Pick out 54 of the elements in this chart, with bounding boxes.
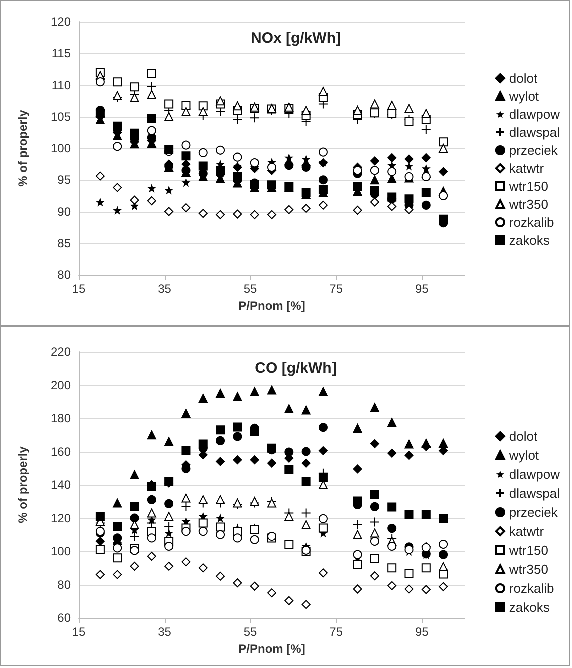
legend-label: dlawpow bbox=[509, 467, 561, 482]
legend-label: rozkalib bbox=[509, 215, 554, 230]
legend-label: dlawspal bbox=[509, 125, 560, 140]
legend-label: dolot bbox=[509, 429, 538, 444]
x-axis-title: P/Pnom [%] bbox=[238, 642, 306, 656]
y-tick-label: 100 bbox=[50, 544, 72, 558]
legend-label: wtr150 bbox=[508, 543, 548, 558]
y-tick-label: 85 bbox=[58, 236, 72, 250]
y-tick-label: 110 bbox=[52, 78, 72, 92]
y-axis-title: % of properly bbox=[16, 110, 30, 187]
text: NOx [g/kWh] bbox=[251, 30, 341, 47]
y-tick-label: 200 bbox=[50, 378, 72, 392]
legend-label: zakoks bbox=[509, 600, 550, 615]
x-tick-label: 35 bbox=[158, 625, 172, 639]
x-tick-label: 35 bbox=[158, 282, 172, 296]
y-axis-title: % of properly bbox=[16, 446, 30, 524]
legend-label: dlawspal bbox=[509, 486, 560, 501]
y-tick-label: 90 bbox=[58, 204, 72, 219]
legend-label: katwtr bbox=[509, 524, 545, 539]
text: CO [g/kWh] bbox=[255, 360, 337, 377]
x-tick-label: 55 bbox=[244, 625, 258, 639]
x-tick-label: 55 bbox=[244, 282, 258, 296]
y-tick-label: 160 bbox=[50, 444, 72, 459]
legend-label: dlawpow bbox=[509, 107, 561, 122]
legend-label: zakoks bbox=[509, 233, 550, 248]
y-tick-label: 120 bbox=[50, 511, 72, 526]
x-tick-label: 75 bbox=[330, 625, 344, 639]
x-tick-label: 75 bbox=[330, 282, 344, 296]
x-tick-label: 15 bbox=[72, 625, 86, 639]
y-tick-label: 100 bbox=[50, 142, 72, 156]
y-tick-label: 60 bbox=[58, 611, 72, 625]
legend-label: dolot bbox=[509, 71, 538, 86]
legend-label: wylot bbox=[508, 448, 540, 463]
y-tick-label: 120 bbox=[50, 15, 72, 29]
y-tick-label: 140 bbox=[50, 478, 72, 492]
y-tick-label: 80 bbox=[58, 268, 72, 282]
y-tick-label: 95 bbox=[58, 173, 72, 188]
y-tick-label: 105 bbox=[50, 110, 72, 124]
y-tick-label: 220 bbox=[50, 345, 72, 359]
y-tick-label: 80 bbox=[58, 578, 72, 592]
legend-label: wtr350 bbox=[508, 562, 548, 577]
x-axis-title: P/Pnom [%] bbox=[238, 298, 306, 313]
legend-label: wtr350 bbox=[508, 197, 548, 212]
legend-label: katwtr bbox=[509, 161, 545, 176]
legend-label: rozkalib bbox=[509, 581, 554, 596]
legend-label: wylot bbox=[508, 89, 540, 104]
legend-label: przeciek bbox=[509, 505, 558, 520]
y-tick-label: 115 bbox=[52, 46, 72, 61]
x-tick-label: 95 bbox=[415, 625, 430, 639]
y-tick-label: 180 bbox=[50, 412, 72, 426]
x-tick-label: 15 bbox=[72, 282, 86, 296]
legend-label: wtr150 bbox=[508, 179, 548, 194]
x-tick-label: 95 bbox=[415, 282, 430, 296]
legend-label: przeciek bbox=[509, 143, 558, 158]
